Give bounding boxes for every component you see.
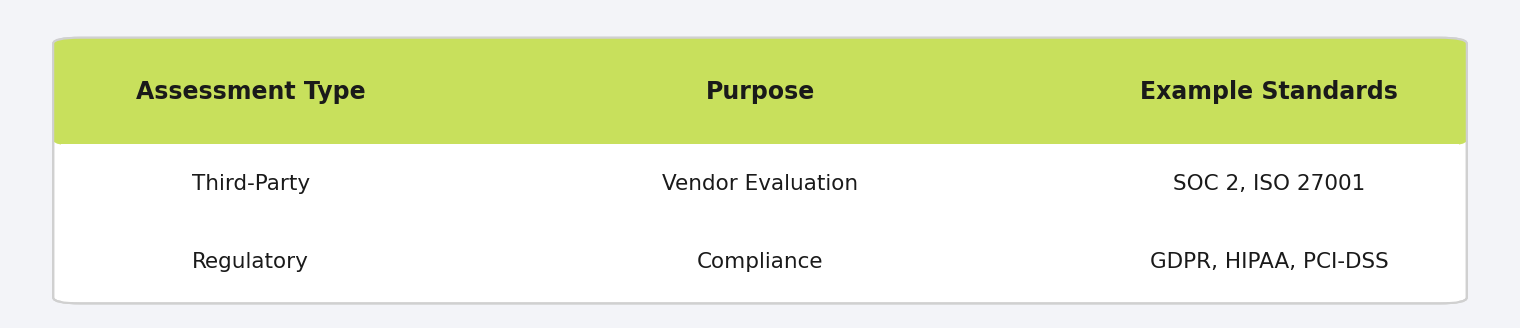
- Text: GDPR, HIPAA, PCI-DSS: GDPR, HIPAA, PCI-DSS: [1149, 253, 1389, 272]
- Text: Third-Party: Third-Party: [192, 174, 310, 194]
- Text: Assessment Type: Assessment Type: [135, 80, 366, 104]
- Text: SOC 2, ISO 27001: SOC 2, ISO 27001: [1173, 174, 1365, 194]
- FancyBboxPatch shape: [53, 38, 1467, 146]
- Bar: [61, 108, 1459, 144]
- Text: Regulatory: Regulatory: [193, 253, 309, 272]
- Text: Compliance: Compliance: [696, 253, 824, 272]
- Text: Example Standards: Example Standards: [1140, 80, 1398, 104]
- FancyBboxPatch shape: [53, 38, 1467, 303]
- Text: Purpose: Purpose: [705, 80, 815, 104]
- Bar: [61, 144, 1459, 302]
- Text: Vendor Evaluation: Vendor Evaluation: [661, 174, 859, 194]
